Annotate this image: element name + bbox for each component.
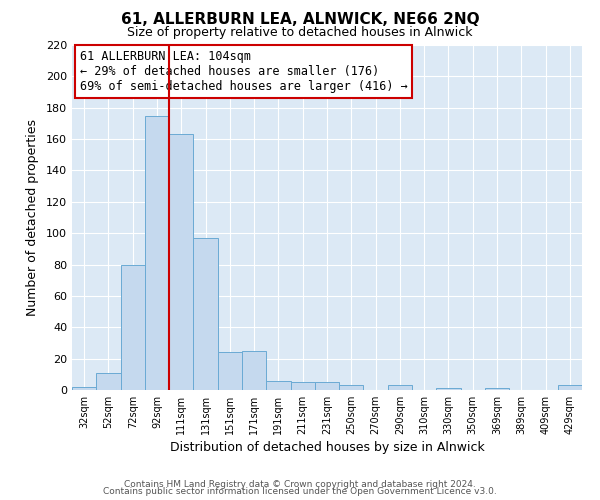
Bar [315,382,339,390]
Bar [72,387,96,390]
Y-axis label: Number of detached properties: Number of detached properties [26,119,39,316]
Text: 61, ALLERBURN LEA, ALNWICK, NE66 2NQ: 61, ALLERBURN LEA, ALNWICK, NE66 2NQ [121,12,479,28]
Bar [339,386,364,390]
Text: Size of property relative to detached houses in Alnwick: Size of property relative to detached ho… [127,26,473,39]
Bar [290,382,315,390]
Bar [242,351,266,390]
Bar [558,386,582,390]
Text: Contains HM Land Registry data © Crown copyright and database right 2024.: Contains HM Land Registry data © Crown c… [124,480,476,489]
Bar [436,388,461,390]
Bar [169,134,193,390]
Text: 61 ALLERBURN LEA: 104sqm
← 29% of detached houses are smaller (176)
69% of semi-: 61 ALLERBURN LEA: 104sqm ← 29% of detach… [80,50,407,93]
Bar [121,264,145,390]
Text: Contains public sector information licensed under the Open Government Licence v3: Contains public sector information licen… [103,488,497,496]
Bar [145,116,169,390]
Bar [388,386,412,390]
Bar [266,380,290,390]
Bar [193,238,218,390]
Bar [96,373,121,390]
X-axis label: Distribution of detached houses by size in Alnwick: Distribution of detached houses by size … [170,441,484,454]
Bar [485,388,509,390]
Bar [218,352,242,390]
